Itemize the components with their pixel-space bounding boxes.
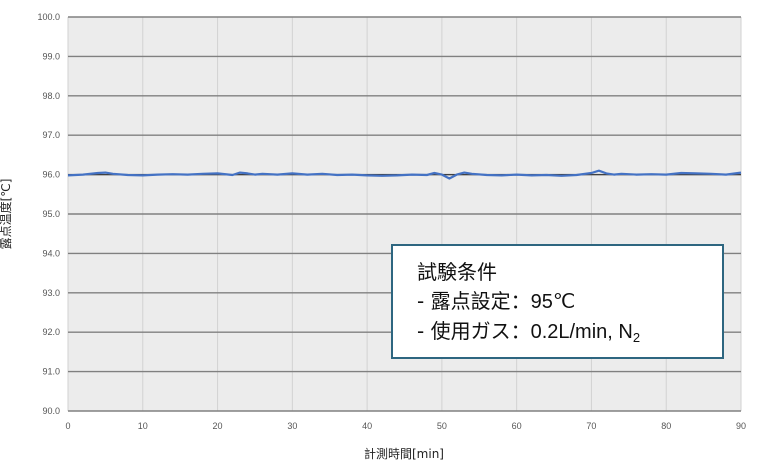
- y-tick-label: 96.0: [42, 170, 60, 180]
- y-axis-title: 露点温度[℃]: [0, 179, 13, 250]
- test-conditions-title: 試験条件: [417, 260, 497, 284]
- x-tick-label: 80: [661, 421, 671, 431]
- x-tick-label: 60: [512, 421, 522, 431]
- gas-label: - 使用ガス：: [417, 319, 531, 343]
- y-tick-label: 91.0: [42, 367, 60, 377]
- y-tick-label: 97.0: [42, 130, 60, 140]
- y-tick-label: 99.0: [42, 51, 60, 61]
- dewpoint-setting-label: - 露点設定：: [417, 289, 531, 313]
- gas-value: 0.2L/min, N: [530, 321, 633, 343]
- y-tick-label: 93.0: [42, 288, 60, 298]
- test-conditions-box: 試験条件 - 露点設定：95℃ - 使用ガス：0.2L/min, N2: [391, 244, 724, 359]
- y-tick-label: 98.0: [42, 91, 60, 101]
- y-tick-label: 92.0: [42, 327, 60, 337]
- x-tick-label: 10: [138, 421, 148, 431]
- x-tick-label: 20: [213, 421, 223, 431]
- x-tick-label: 30: [287, 421, 297, 431]
- gas-subscript: 2: [632, 330, 641, 345]
- x-axis-title: 計測時間[min]: [364, 446, 444, 461]
- x-tick-label: 70: [586, 421, 596, 431]
- dewpoint-setting-line: - 露点設定：95℃: [417, 287, 722, 317]
- series-layer: [67, 169, 742, 180]
- x-tick-label: 50: [437, 421, 447, 431]
- gas-line: - 使用ガス：0.2L/min, N2: [417, 317, 722, 347]
- x-tick-label: 40: [362, 421, 372, 431]
- y-tick-label: 90.0: [42, 406, 60, 416]
- x-tick-label: 90: [736, 421, 746, 431]
- x-tick-label: 0: [65, 421, 70, 431]
- y-tick-label: 100.0: [37, 12, 60, 22]
- y-tick-label: 94.0: [42, 248, 60, 258]
- y-tick-label: 95.0: [42, 209, 60, 219]
- dewpoint-setting-value: 95℃: [530, 291, 576, 313]
- dewpoint-series-line: [67, 169, 742, 180]
- y-tick-labels: 90.0 91.0 92.0 93.0 94.0 95.0 96.0 97.0 98.0 99.0…: [37, 12, 60, 416]
- x-tick-labels: 0 10 20 30 40 50 60 70 80 90: [65, 421, 746, 431]
